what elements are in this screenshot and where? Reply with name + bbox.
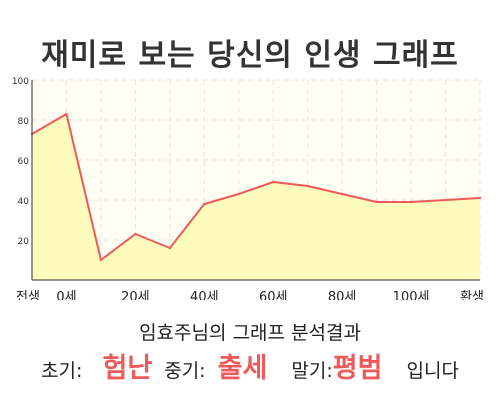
data-point [203,202,206,206]
x-tick-label: 100세 [393,290,430,300]
data-point [168,246,172,250]
data-point [272,180,275,184]
data-point [65,112,68,116]
result-suffix: 입니다 [406,360,459,382]
data-point [444,198,447,202]
data-point [478,196,482,200]
x-tick-label: 80세 [328,290,357,300]
data-points [30,112,482,262]
analysis-subtitle: 임효주님의 그래프 분석결과 [139,322,361,344]
y-tick-label: 100 [12,77,29,87]
x-axis-ticks: 전생 0세 20세 40세 60세 80세 100세 환생 [16,290,484,300]
data-point [237,192,240,196]
data-point [375,200,378,204]
x-tick-label: 60세 [259,290,288,300]
data-point [306,184,309,188]
x-tick-label: 40세 [190,290,219,300]
y-tick-label: 40 [18,197,30,207]
x-tick-label: 전생 [16,290,40,300]
x-tick-label: 환생 [460,290,484,300]
life-graph-chart: 20 40 60 80 100 전생 0세 20세 40세 60세 80세 100세 환생 [12,77,484,300]
y-tick-label: 20 [18,237,30,247]
chart-title: 재미로 보는 당신의 인생 그래프 [41,38,459,73]
mid-label: 중기: [164,360,206,382]
late-value: 평범 [332,353,383,384]
data-point [134,232,137,236]
data-point [409,200,413,204]
data-point [99,258,103,262]
y-tick-label: 60 [18,157,30,167]
late-label: 말기: [291,360,333,382]
early-label: 초기: [41,360,83,382]
y-tick-label: 80 [18,117,30,127]
mid-value: 출세 [217,353,268,384]
x-tick-label: 20세 [121,290,150,300]
series-line [31,113,481,261]
early-value: 험난 [102,353,153,384]
x-tick-label: 0세 [56,290,76,300]
data-point [340,192,344,196]
analysis-result: 초기: 험난 중기: 출세 말기:평범 입니다 [0,346,500,384]
y-axis-ticks: 20 40 60 80 100 [12,77,29,247]
